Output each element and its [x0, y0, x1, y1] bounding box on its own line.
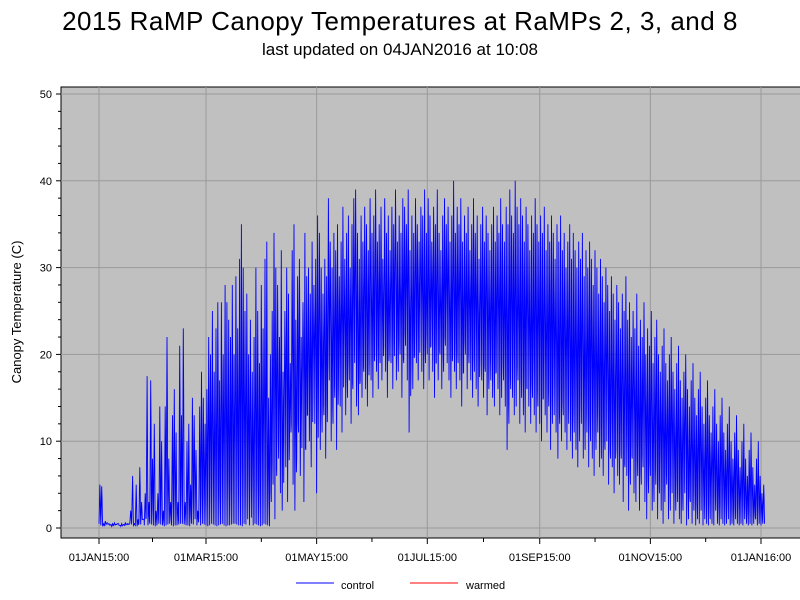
legend: control warmed: [296, 580, 505, 592]
x-axis: 01JAN15:00 01MAR15:00 01MAY15:00 01JUL15:00…: [69, 538, 792, 564]
legend-label-warmed: warmed: [465, 580, 505, 592]
y-axis: 0 10 20 30 40 50: [40, 89, 61, 535]
y-tick-label: 30: [40, 263, 52, 275]
series-group: [98, 180, 766, 528]
series-line-control: [98, 180, 766, 528]
x-tick-label: 01MAY15:00: [285, 552, 348, 564]
x-tick-label: 01SEP15:00: [509, 552, 571, 564]
legend-label-control: control: [341, 580, 374, 592]
y-tick-label: 20: [40, 349, 52, 361]
x-tick-label: 01MAR15:00: [174, 552, 238, 564]
chart-subtitle: last updated on 04JAN2016 at 10:08: [262, 40, 538, 59]
x-tick-label: 01JAN15:00: [69, 552, 130, 564]
x-tick-label: 01JAN16:00: [731, 552, 792, 564]
y-tick-label: 50: [40, 89, 52, 101]
y-tick-label: 0: [46, 523, 52, 535]
chart-title: 2015 RaMP Canopy Temperatures at RaMPs 2…: [62, 6, 738, 36]
x-tick-label: 01JUL15:00: [398, 552, 457, 564]
y-tick-label: 40: [40, 176, 52, 188]
x-tick-label: 01NOV15:00: [619, 552, 683, 564]
y-axis-title: Canopy Temperature (C): [9, 241, 24, 384]
y-tick-label: 10: [40, 436, 52, 448]
